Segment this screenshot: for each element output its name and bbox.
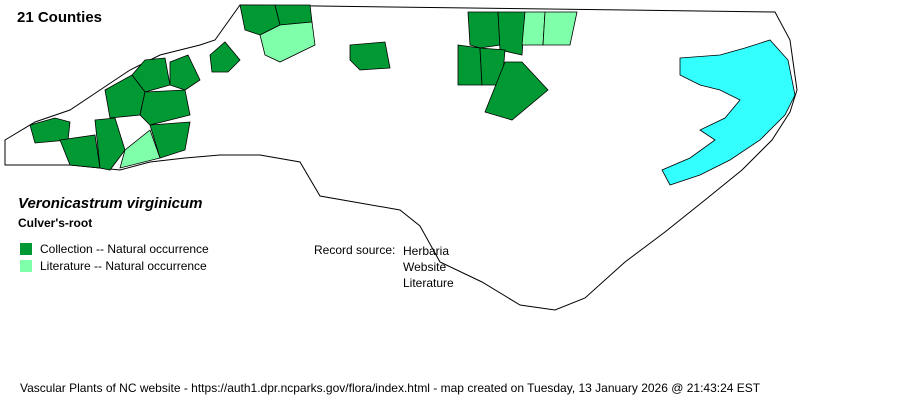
legend-label: Collection -- Natural occurrence <box>40 242 209 256</box>
county-collection <box>497 11 526 56</box>
county-collection <box>29 117 71 144</box>
county-collection <box>349 41 391 71</box>
county-collection <box>467 11 501 49</box>
county-count-title: 21 Counties <box>17 9 103 26</box>
record-source-item: Herbaria <box>403 244 450 258</box>
county-collection <box>139 89 191 126</box>
county-collection <box>457 44 483 86</box>
county-literature <box>119 129 161 169</box>
county-literature <box>542 11 578 46</box>
record-source-item: Literature <box>403 276 454 290</box>
county-literature <box>259 21 316 63</box>
scientific-name: Veronicastrum virginicum <box>18 195 203 212</box>
state-outline <box>4 4 798 311</box>
common-name: Culver's-root <box>18 216 93 230</box>
county-collection <box>484 61 549 121</box>
county-collection <box>274 4 313 26</box>
county-collection <box>169 54 201 91</box>
legend-swatch <box>20 260 32 272</box>
legend-swatch <box>20 243 32 255</box>
county-collection <box>149 121 191 159</box>
county-literature <box>521 11 546 46</box>
footer-credit: Vascular Plants of NC website - https://… <box>20 381 761 395</box>
legend-item-literature: Literature -- Natural occurrence <box>20 259 207 273</box>
record-source-label: Record source: <box>314 243 396 257</box>
pamlico-albemarle-sound <box>661 39 796 186</box>
record-source-item: Website <box>403 260 447 274</box>
legend-item-collection: Collection -- Natural occurrence <box>20 242 209 256</box>
county-collection <box>209 41 241 73</box>
county-collection <box>94 117 126 171</box>
county-collection <box>131 57 171 93</box>
record-source-list: Herbaria Website Literature <box>403 243 454 291</box>
legend-label: Literature -- Natural occurrence <box>40 259 207 273</box>
